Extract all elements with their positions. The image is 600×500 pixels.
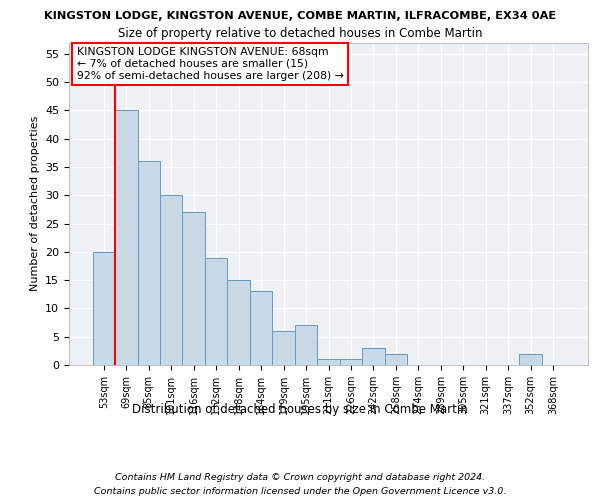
Bar [317,360,340,365]
Text: Contains public sector information licensed under the Open Government Licence v3: Contains public sector information licen… [94,487,506,496]
Bar [362,348,385,365]
Bar [205,258,227,365]
Bar [115,110,137,365]
Y-axis label: Number of detached properties: Number of detached properties [29,116,40,292]
Text: KINGSTON LODGE, KINGSTON AVENUE, COMBE MARTIN, ILFRACOMBE, EX34 0AE: KINGSTON LODGE, KINGSTON AVENUE, COMBE M… [44,11,556,21]
Text: Size of property relative to detached houses in Combe Martin: Size of property relative to detached ho… [118,28,482,40]
Bar [520,354,542,365]
Text: KINGSTON LODGE KINGSTON AVENUE: 68sqm
← 7% of detached houses are smaller (15)
9: KINGSTON LODGE KINGSTON AVENUE: 68sqm ← … [77,48,344,80]
Bar [227,280,250,365]
Bar [160,196,182,365]
Text: Distribution of detached houses by size in Combe Martin: Distribution of detached houses by size … [132,402,468,415]
Bar [182,212,205,365]
Text: Contains HM Land Registry data © Crown copyright and database right 2024.: Contains HM Land Registry data © Crown c… [115,472,485,482]
Bar [295,326,317,365]
Bar [272,331,295,365]
Bar [137,162,160,365]
Bar [92,252,115,365]
Bar [340,360,362,365]
Bar [250,292,272,365]
Bar [385,354,407,365]
